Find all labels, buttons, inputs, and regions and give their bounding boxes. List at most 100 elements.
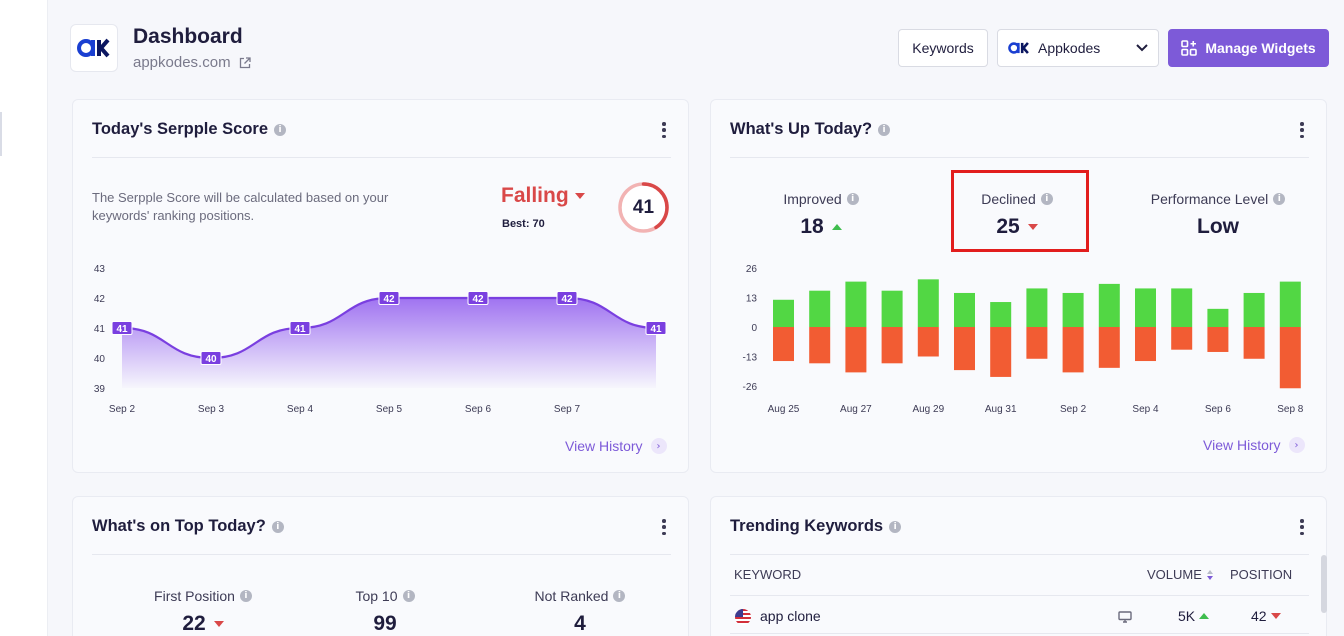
serpple-view-history-link[interactable]: View History › — [565, 438, 667, 454]
serpple-more-menu-icon[interactable] — [659, 120, 669, 140]
data-label: 40 — [200, 351, 222, 365]
declined-bar — [1135, 327, 1156, 362]
whats-up-title: What's Up Today? — [730, 120, 873, 138]
trending-keywords-card: Trending Keywords i KEYWORD VOLUME POSIT… — [710, 496, 1327, 636]
position-value: 42 — [1251, 608, 1267, 624]
svg-text:41: 41 — [116, 324, 128, 335]
improved-bar — [1171, 288, 1193, 327]
trending-title: Trending Keywords — [730, 517, 884, 535]
improved-bar — [990, 302, 1012, 327]
info-icon[interactable]: i — [889, 520, 902, 533]
area-fill — [122, 298, 656, 388]
project-select-label: Appkodes — [1038, 40, 1101, 56]
view-history-label: View History — [565, 438, 643, 454]
brand-logo — [70, 24, 118, 72]
x-tick-label: Sep 5 — [376, 404, 403, 415]
trending-more-menu-icon[interactable] — [1297, 517, 1307, 537]
card-divider — [730, 554, 1309, 555]
improved-bar — [954, 292, 975, 327]
x-tick-label: Aug 27 — [840, 404, 872, 415]
improved-label: Improved — [783, 191, 842, 207]
first-position-value: 22 — [182, 612, 206, 635]
chevron-right-icon: › — [650, 438, 667, 454]
svg-text:42: 42 — [561, 294, 573, 305]
card-divider — [730, 157, 1309, 158]
x-tick-label: Sep 8 — [1277, 404, 1304, 415]
appkodes-small-logo-icon — [1008, 42, 1029, 54]
serpple-area-chart: 43 42 41 40 39 41 40 41 42 42 42 41 Sep 2 Sep 3 Sep 4 S… — [94, 264, 667, 415]
declined-bar — [1279, 327, 1301, 389]
first-position-stat: First Position i 22 — [123, 588, 283, 636]
project-select[interactable]: Appkodes — [997, 29, 1159, 67]
info-icon[interactable]: i — [271, 520, 284, 533]
whats-on-top-title: What's on Top Today? — [92, 517, 266, 535]
data-label: 41 — [111, 321, 133, 335]
appkodes-logo-icon — [77, 38, 110, 58]
table-row[interactable]: app clone 5K 42 — [730, 603, 1309, 631]
serpple-score-title: Today's Serpple Score — [92, 120, 269, 138]
declined-bar — [809, 327, 831, 364]
x-tick-label: Sep 2 — [109, 404, 136, 415]
whats-on-top-more-menu-icon[interactable] — [659, 517, 669, 537]
info-icon[interactable]: i — [846, 193, 859, 205]
x-tick-label: Sep 6 — [465, 404, 492, 415]
performance-stat: Performance Level i Low — [1138, 191, 1298, 239]
improved-value: 18 — [800, 215, 824, 238]
svg-text:41: 41 — [294, 324, 306, 335]
performance-value: Low — [1197, 215, 1239, 238]
position-column-header: POSITION — [1230, 567, 1293, 582]
info-icon[interactable]: i — [402, 590, 415, 602]
info-icon[interactable]: i — [274, 123, 287, 136]
volume-column-label: VOLUME — [1147, 567, 1202, 582]
whats-up-more-menu-icon[interactable] — [1297, 120, 1307, 140]
keyword-column-header: KEYWORD — [734, 567, 802, 582]
trend-up-icon — [831, 224, 842, 230]
declined-bar — [1026, 327, 1048, 359]
volume-cell: 5K — [1178, 608, 1210, 624]
declined-bar — [954, 327, 975, 371]
declined-bar — [1171, 327, 1193, 350]
data-label: 42 — [378, 291, 400, 305]
improved-stat: Improved i 18 — [761, 191, 881, 239]
table-scrollbar[interactable] — [1321, 555, 1327, 613]
svg-text:41: 41 — [650, 324, 662, 335]
domain-link[interactable]: appkodes.com — [133, 54, 251, 71]
info-icon[interactable]: i — [878, 123, 891, 136]
info-icon[interactable]: i — [1040, 193, 1053, 205]
whats-up-view-history-link[interactable]: View History › — [1203, 437, 1305, 453]
data-label: 42 — [467, 291, 489, 305]
info-icon[interactable]: i — [613, 590, 626, 602]
x-tick-label: Aug 31 — [985, 404, 1017, 415]
score-ring — [618, 182, 669, 233]
y-tick-label: 0 — [751, 323, 757, 334]
svg-text:42: 42 — [383, 294, 395, 305]
volume-column-header[interactable]: VOLUME — [1147, 567, 1214, 582]
x-tick-label: Aug 25 — [768, 404, 800, 415]
info-icon[interactable]: i — [239, 590, 252, 602]
trend-down-icon — [574, 193, 585, 199]
keywords-button[interactable]: Keywords — [898, 29, 988, 67]
sidebar-active-marker — [0, 112, 2, 156]
first-position-label: First Position — [154, 588, 235, 604]
y-tick-label: -13 — [743, 353, 758, 364]
improved-bar — [1062, 292, 1084, 327]
top-10-value: 99 — [373, 612, 397, 635]
sort-icon — [1206, 569, 1213, 580]
y-tick-label: 42 — [94, 294, 106, 305]
trend-down-icon — [1027, 224, 1038, 230]
x-tick-label: Sep 7 — [554, 404, 581, 415]
declined-value: 25 — [996, 215, 1020, 238]
position-cell: 42 — [1251, 608, 1281, 624]
data-label: 42 — [556, 291, 578, 305]
serpple-score-card: Today's Serpple Score i The Serpple Scor… — [72, 99, 689, 473]
trend-up-icon — [1199, 613, 1210, 619]
x-tick-label: Sep 4 — [1132, 404, 1159, 415]
info-icon[interactable]: i — [1273, 193, 1286, 205]
declined-label: Declined — [981, 191, 1036, 207]
view-history-label: View History — [1203, 437, 1281, 453]
improved-bar — [1207, 308, 1229, 327]
manage-widgets-button[interactable]: Manage Widgets — [1168, 29, 1329, 67]
serpple-score-title-wrap: Today's Serpple Score i — [92, 120, 287, 139]
declined-bar — [1207, 327, 1229, 352]
not-ranked-value: 4 — [574, 612, 586, 635]
